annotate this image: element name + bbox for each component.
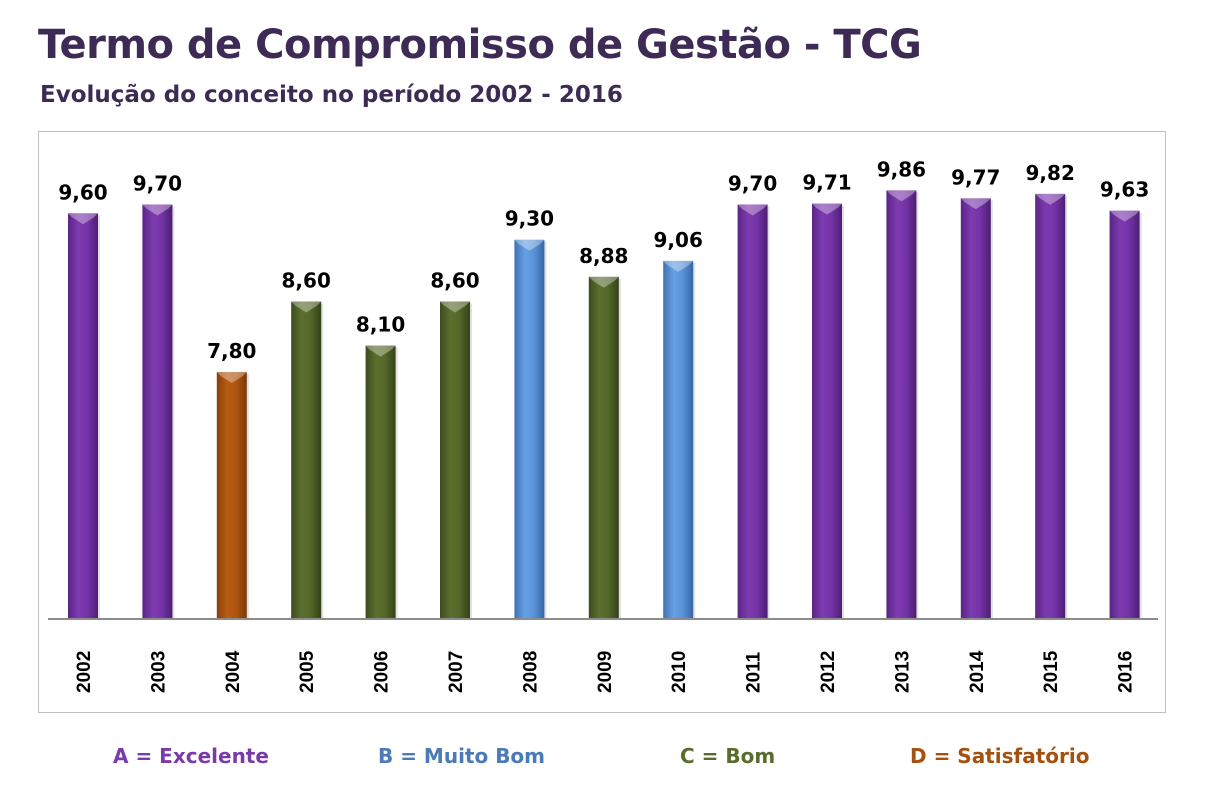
bar bbox=[1109, 210, 1140, 619]
bar-2010 bbox=[663, 260, 696, 619]
data-label: 9,06 bbox=[654, 228, 703, 252]
bar-bevel bbox=[291, 301, 322, 313]
x-tick-label: 2010 bbox=[669, 651, 690, 693]
bar-bevel bbox=[1035, 193, 1066, 205]
bar bbox=[291, 301, 322, 619]
data-label: 8,60 bbox=[282, 268, 331, 292]
bar-2015 bbox=[1035, 193, 1068, 619]
x-tick-label: 2009 bbox=[595, 651, 616, 693]
bar bbox=[1035, 193, 1066, 619]
bar-2013 bbox=[886, 190, 919, 619]
bar bbox=[365, 345, 396, 619]
bar-2004 bbox=[216, 372, 249, 619]
bar-bevel bbox=[812, 203, 842, 215]
bar bbox=[663, 260, 694, 619]
data-label: 8,88 bbox=[579, 244, 628, 268]
x-tick-label: 2005 bbox=[297, 650, 318, 693]
data-label: 7,80 bbox=[207, 339, 256, 363]
data-label: 9,70 bbox=[728, 171, 777, 195]
bar bbox=[812, 203, 842, 619]
x-tick-label: 2012 bbox=[818, 651, 839, 693]
bar-bevel bbox=[737, 204, 768, 216]
bar bbox=[142, 204, 173, 619]
x-tick-label: 2011 bbox=[744, 651, 765, 693]
x-tick-label: 2006 bbox=[372, 651, 393, 693]
legend-label: C = Bom bbox=[680, 744, 776, 768]
bar-2009 bbox=[588, 276, 621, 619]
data-label: 9,30 bbox=[505, 207, 554, 231]
legend-excelente: A = Excelente bbox=[113, 744, 269, 768]
bar bbox=[514, 239, 545, 620]
bar-2014 bbox=[960, 198, 993, 619]
data-label: 9,70 bbox=[133, 171, 182, 195]
legend-label: B = Muito Bom bbox=[378, 744, 546, 768]
bar-2006 bbox=[365, 345, 398, 619]
bar bbox=[737, 204, 768, 619]
bar-bevel bbox=[440, 301, 470, 313]
legend-bom: C = Bom bbox=[680, 744, 775, 768]
bar bbox=[588, 276, 619, 619]
bar-bevel bbox=[68, 213, 98, 225]
bar-2002 bbox=[68, 213, 100, 619]
data-label: 9,71 bbox=[802, 171, 851, 195]
data-label: 9,82 bbox=[1026, 161, 1075, 185]
page-subtitle: Evolução do conceito no período 2002 - 2… bbox=[40, 82, 623, 108]
data-label: 9,60 bbox=[58, 180, 107, 204]
x-tick-label: 2015 bbox=[1041, 650, 1062, 693]
bar-2007 bbox=[440, 301, 472, 619]
x-tick-label: 2004 bbox=[223, 650, 244, 693]
x-tick-label: 2016 bbox=[1116, 651, 1137, 693]
data-label: 8,10 bbox=[356, 313, 405, 337]
bar-2011 bbox=[737, 204, 770, 619]
x-tick-label: 2008 bbox=[520, 651, 541, 693]
bar-bevel bbox=[960, 198, 991, 210]
x-tick-label: 2003 bbox=[148, 651, 169, 693]
chart-frame bbox=[38, 131, 1166, 713]
legend-label: D = Satisfatório bbox=[910, 744, 1090, 768]
x-tick-label: 2007 bbox=[446, 651, 467, 693]
x-tick-label: 2013 bbox=[892, 651, 913, 693]
bar-2003 bbox=[142, 204, 175, 619]
legend-satisfatorio: D = Satisfatório bbox=[910, 744, 1089, 768]
x-tick-label: 2014 bbox=[967, 650, 988, 693]
bar-2016 bbox=[1109, 210, 1142, 619]
bar-bevel bbox=[886, 190, 917, 202]
bar-bevel bbox=[365, 345, 396, 357]
legend-muito-bom: B = Muito Bom bbox=[378, 744, 545, 768]
bar-bevel bbox=[663, 260, 694, 272]
bar-bevel bbox=[588, 276, 619, 288]
bar bbox=[216, 372, 247, 619]
bar-2005 bbox=[291, 301, 324, 619]
data-label: 8,60 bbox=[430, 268, 479, 292]
bar bbox=[886, 190, 917, 619]
bar-bevel bbox=[142, 204, 173, 216]
x-tick-label: 2002 bbox=[74, 651, 95, 693]
legend-label: A = Excelente bbox=[113, 744, 269, 768]
bar-bevel bbox=[216, 372, 247, 384]
page-title: Termo de Compromisso de Gestão - TCG bbox=[38, 22, 922, 68]
data-label: 9,77 bbox=[951, 165, 1000, 189]
bar bbox=[960, 198, 991, 619]
bar bbox=[440, 301, 470, 619]
data-label: 9,63 bbox=[1100, 178, 1149, 202]
bar-2008 bbox=[514, 239, 547, 620]
bar-2012 bbox=[812, 203, 844, 619]
bar-bevel bbox=[514, 239, 545, 251]
bar bbox=[68, 213, 98, 619]
bar-bevel bbox=[1109, 210, 1140, 222]
data-label: 9,86 bbox=[877, 157, 926, 181]
